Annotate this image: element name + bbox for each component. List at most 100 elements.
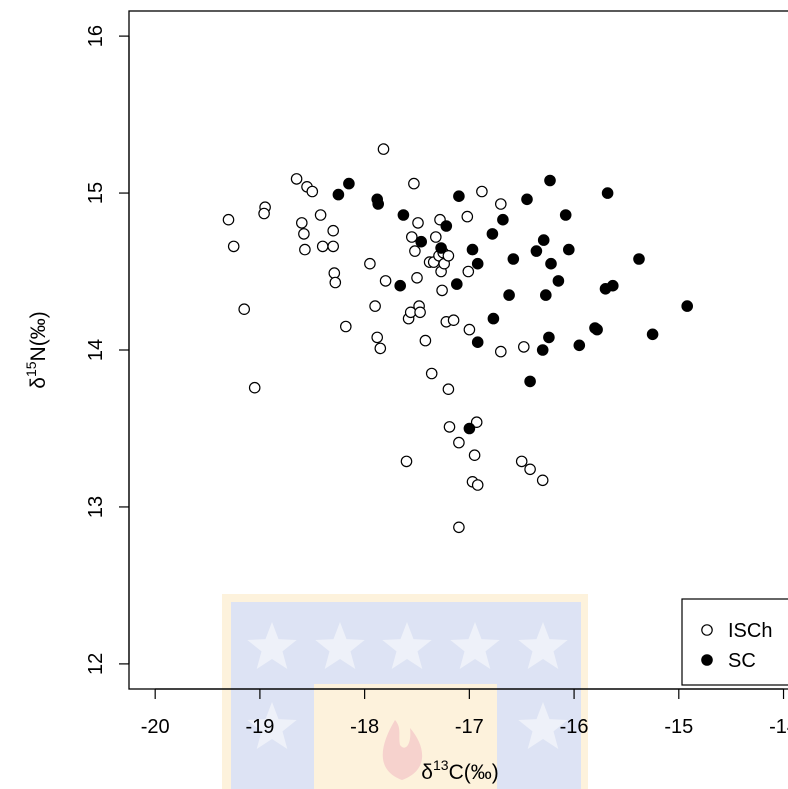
watermark-star-icon bbox=[518, 622, 568, 669]
data-point-isch bbox=[408, 177, 420, 190]
data-point-isch bbox=[453, 521, 465, 534]
data-point-isch bbox=[327, 224, 339, 237]
data-point-sc bbox=[486, 228, 499, 240]
data-point-isch bbox=[227, 240, 240, 253]
y-axis-title-prefix: δ bbox=[27, 377, 50, 389]
data-point-isch bbox=[295, 217, 308, 229]
data-point-isch bbox=[463, 323, 476, 336]
y-tick-label: 12 bbox=[85, 653, 107, 675]
legend: ISCh SC bbox=[681, 598, 788, 686]
data-point-isch bbox=[248, 381, 261, 394]
data-point-isch bbox=[419, 334, 432, 347]
y-tick-label: 14 bbox=[85, 339, 107, 361]
legend-marker-open-circle bbox=[701, 624, 713, 636]
data-point-sc bbox=[606, 279, 619, 292]
data-point-sc bbox=[524, 375, 536, 388]
legend-label-isch: ISCh bbox=[728, 620, 772, 642]
data-point-isch bbox=[379, 275, 392, 287]
x-tick-label: -16 bbox=[560, 716, 589, 738]
legend-box bbox=[681, 598, 788, 686]
x-tick-label: -19 bbox=[245, 716, 274, 738]
data-point-sc bbox=[466, 243, 479, 256]
data-point-sc bbox=[562, 243, 575, 256]
y-tick-label: 15 bbox=[85, 182, 107, 204]
data-point-isch bbox=[461, 210, 474, 223]
data-point-sc bbox=[543, 331, 555, 344]
data-point-sc bbox=[633, 253, 645, 265]
data-point-sc bbox=[497, 213, 509, 226]
data-point-isch bbox=[314, 209, 327, 221]
data-point-isch bbox=[436, 284, 448, 297]
data-point-isch bbox=[327, 240, 339, 253]
data-point-sc bbox=[394, 279, 406, 292]
data-point-isch bbox=[429, 231, 442, 243]
data-point-sc bbox=[521, 193, 533, 206]
y-axis: 12 13 14 15 16 bbox=[85, 25, 130, 675]
data-point-isch bbox=[339, 320, 352, 333]
x-axis-title-prefix: δ bbox=[421, 761, 433, 784]
data-point-isch bbox=[306, 185, 319, 198]
legend-label-sc: SC bbox=[728, 650, 756, 672]
data-point-sc bbox=[681, 300, 693, 312]
data-point-isch bbox=[371, 331, 383, 344]
data-point-isch bbox=[494, 198, 507, 210]
data-point-sc bbox=[591, 323, 603, 336]
y-tick-label: 16 bbox=[85, 25, 107, 47]
plot-frame bbox=[128, 10, 788, 690]
data-point-sc bbox=[343, 177, 355, 190]
data-point-isch bbox=[425, 367, 438, 380]
data-point-isch bbox=[258, 207, 270, 220]
x-tick-label: -14 bbox=[769, 716, 788, 738]
data-point-isch bbox=[476, 185, 488, 198]
data-point-sc bbox=[539, 289, 552, 301]
data-point-isch bbox=[411, 271, 423, 284]
data-point-sc bbox=[397, 209, 410, 221]
data-point-isch bbox=[442, 383, 455, 395]
data-points bbox=[222, 143, 693, 534]
watermark-star-icon bbox=[382, 622, 432, 669]
data-point-sc bbox=[440, 220, 453, 232]
data-point-isch bbox=[517, 341, 530, 353]
watermark-star-icon bbox=[315, 622, 365, 669]
data-point-isch bbox=[374, 342, 387, 355]
x-axis-title-main: C(‰) bbox=[449, 761, 499, 784]
data-point-isch bbox=[414, 306, 426, 319]
y-axis-title-superscript: 15 bbox=[23, 361, 39, 377]
watermark-star-icon bbox=[450, 622, 500, 669]
x-tick-label: -18 bbox=[350, 716, 379, 738]
x-tick-label: -15 bbox=[664, 716, 693, 738]
data-point-sc bbox=[536, 344, 549, 356]
data-point-isch bbox=[316, 240, 329, 253]
data-point-isch bbox=[453, 436, 465, 449]
data-point-isch bbox=[447, 314, 460, 326]
data-point-isch bbox=[468, 449, 481, 461]
data-point-sc bbox=[507, 253, 520, 265]
data-point-isch bbox=[443, 421, 456, 433]
data-point-isch bbox=[462, 265, 475, 278]
data-point-sc bbox=[646, 328, 659, 341]
x-axis-title-superscript: 13 bbox=[433, 757, 449, 773]
data-point-sc bbox=[332, 188, 345, 201]
data-point-sc bbox=[471, 336, 484, 348]
data-point-isch bbox=[442, 250, 455, 262]
data-point-isch bbox=[329, 276, 342, 289]
data-point-isch bbox=[364, 257, 376, 270]
data-point-isch bbox=[412, 217, 424, 229]
watermark-star-icon bbox=[247, 622, 297, 669]
watermark-star-icon bbox=[247, 702, 297, 749]
y-axis-title: δ15N(‰) bbox=[23, 311, 50, 388]
data-point-isch bbox=[222, 213, 235, 226]
x-axis: -20 -19 -18 -17 -16 -15 -14 bbox=[141, 688, 788, 738]
data-point-isch bbox=[238, 303, 250, 315]
data-point-sc bbox=[453, 190, 465, 202]
data-point-sc bbox=[559, 209, 572, 221]
data-point-sc bbox=[450, 278, 463, 290]
data-point-isch bbox=[400, 455, 413, 468]
data-point-sc bbox=[544, 174, 556, 187]
data-point-isch bbox=[405, 231, 418, 243]
data-point-sc bbox=[545, 257, 557, 270]
watermark-flame bbox=[382, 720, 423, 780]
data-point-sc bbox=[435, 242, 447, 254]
data-point-isch bbox=[536, 474, 549, 487]
